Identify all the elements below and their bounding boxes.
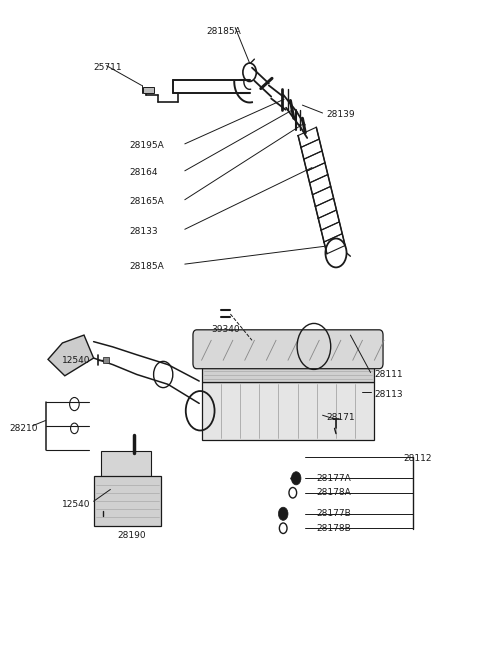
Text: 28171: 28171 [326,413,355,422]
Polygon shape [48,335,94,376]
Text: 39340: 39340 [211,325,240,334]
Text: 28164: 28164 [130,168,158,177]
Text: 28190: 28190 [118,531,146,540]
Text: 28165A: 28165A [130,197,164,206]
Bar [101,451,151,478]
Text: 28177A: 28177A [317,474,351,483]
Circle shape [291,472,301,485]
Bar [202,382,374,440]
Text: 28112: 28112 [403,454,432,463]
Text: 28210: 28210 [10,424,38,433]
Text: 12540: 12540 [62,355,91,365]
Text: 28133: 28133 [130,227,158,236]
Text: 28113: 28113 [374,390,403,399]
Circle shape [278,507,288,520]
Bar [202,363,374,382]
Bar [143,87,154,93]
Text: 28177B: 28177B [317,509,351,518]
Text: 28139: 28139 [326,110,355,120]
Bar [103,357,109,363]
Text: 28185A: 28185A [130,261,164,271]
Text: 25711: 25711 [94,63,122,72]
Text: 28185A: 28185A [206,27,241,36]
Text: 28111: 28111 [374,370,403,379]
Text: 28195A: 28195A [130,141,164,150]
Text: 28178B: 28178B [317,524,351,533]
Text: 12540: 12540 [62,500,91,509]
Text: 28178A: 28178A [317,488,351,497]
FancyBboxPatch shape [193,330,383,369]
Bar [94,476,161,526]
